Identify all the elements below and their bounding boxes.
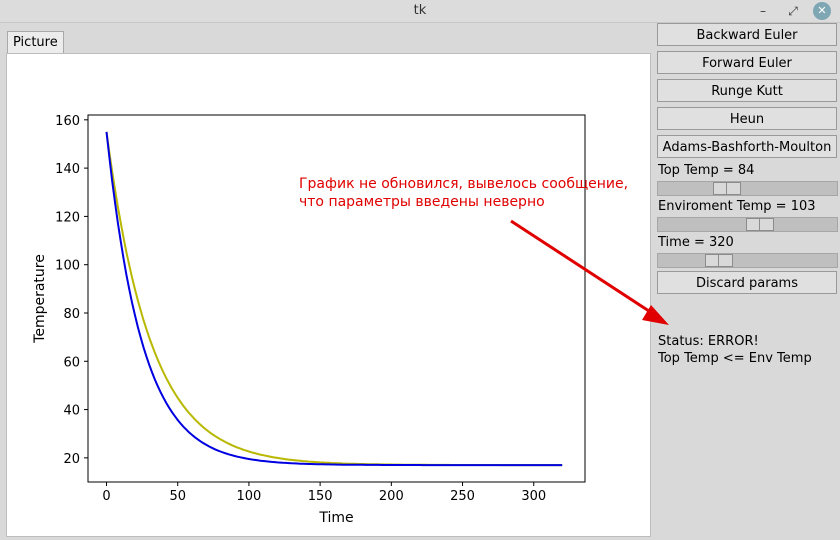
annotation-line-1: График не обновился, вывелось сообщение, bbox=[299, 176, 629, 192]
annotation-text: График не обновился, вывелось сообщение,… bbox=[299, 175, 628, 211]
series-line-1 bbox=[105, 131, 563, 467]
env-temp-slider-thumb[interactable] bbox=[746, 218, 774, 231]
time-slider[interactable] bbox=[657, 253, 838, 268]
y-tick-label: 160 bbox=[55, 114, 80, 129]
time-label: Time = 320 bbox=[658, 235, 734, 250]
x-tick-label: 0 bbox=[102, 489, 110, 504]
window-titlebar: tk – ⤢ ✕ bbox=[0, 0, 840, 23]
top-temp-label: Top Temp = 84 bbox=[658, 163, 755, 178]
x-axis-label: Time bbox=[318, 510, 353, 526]
restore-icon[interactable]: ⤢ bbox=[788, 4, 798, 18]
adams-bashforth-moulton-button[interactable]: Adams-Bashforth-Moulton bbox=[657, 135, 837, 158]
window-title: tk bbox=[413, 3, 427, 18]
x-tick-label: 200 bbox=[379, 489, 404, 504]
runge-kutta-button[interactable]: Runge Kutt bbox=[657, 79, 837, 102]
x-tick-label: 50 bbox=[169, 489, 186, 504]
picture-panel: 0 50 100 150 200 250 300 20 40 60 80 100 120 140 160 Ti… bbox=[6, 53, 651, 537]
forward-euler-button[interactable]: Forward Euler bbox=[657, 51, 837, 74]
x-tick-label: 150 bbox=[308, 489, 333, 504]
minimize-icon[interactable]: – bbox=[760, 4, 766, 18]
y-tick-label: 100 bbox=[55, 259, 80, 274]
top-temp-slider[interactable] bbox=[657, 181, 838, 196]
x-tick-label: 300 bbox=[521, 489, 546, 504]
env-temp-slider[interactable] bbox=[657, 217, 838, 232]
backward-euler-button[interactable]: Backward Euler bbox=[657, 23, 837, 46]
top-temp-slider-thumb[interactable] bbox=[713, 182, 741, 195]
plot-frame bbox=[87, 114, 586, 483]
temperature-chart: 0 50 100 150 200 250 300 20 40 60 80 100 120 140 160 Ti… bbox=[32, 114, 586, 526]
discard-params-button[interactable]: Discard params bbox=[657, 271, 837, 294]
y-axis-label: Temperature bbox=[32, 254, 48, 344]
env-temp-label: Enviroment Temp = 103 bbox=[658, 199, 816, 214]
time-slider-thumb[interactable] bbox=[705, 254, 733, 267]
close-icon[interactable]: ✕ bbox=[813, 2, 831, 20]
y-tick-label: 140 bbox=[55, 162, 80, 177]
status-line-2: Top Temp <= Env Temp bbox=[658, 351, 812, 366]
tab-picture[interactable]: Picture bbox=[7, 31, 64, 54]
status-message: Status: ERROR! Top Temp <= Env Temp bbox=[658, 333, 812, 367]
heun-button[interactable]: Heun bbox=[657, 107, 837, 130]
x-tick-label: 250 bbox=[450, 489, 475, 504]
y-tick-label: 60 bbox=[63, 355, 80, 370]
annotation-line-2: что параметры введены неверно bbox=[299, 194, 545, 210]
y-tick-label: 80 bbox=[63, 307, 80, 322]
y-tick-label: 20 bbox=[63, 452, 80, 467]
status-line-1: Status: ERROR! bbox=[658, 334, 759, 349]
y-tick-label: 40 bbox=[63, 404, 80, 419]
y-tick-label: 120 bbox=[55, 210, 80, 225]
x-tick-label: 100 bbox=[237, 489, 262, 504]
